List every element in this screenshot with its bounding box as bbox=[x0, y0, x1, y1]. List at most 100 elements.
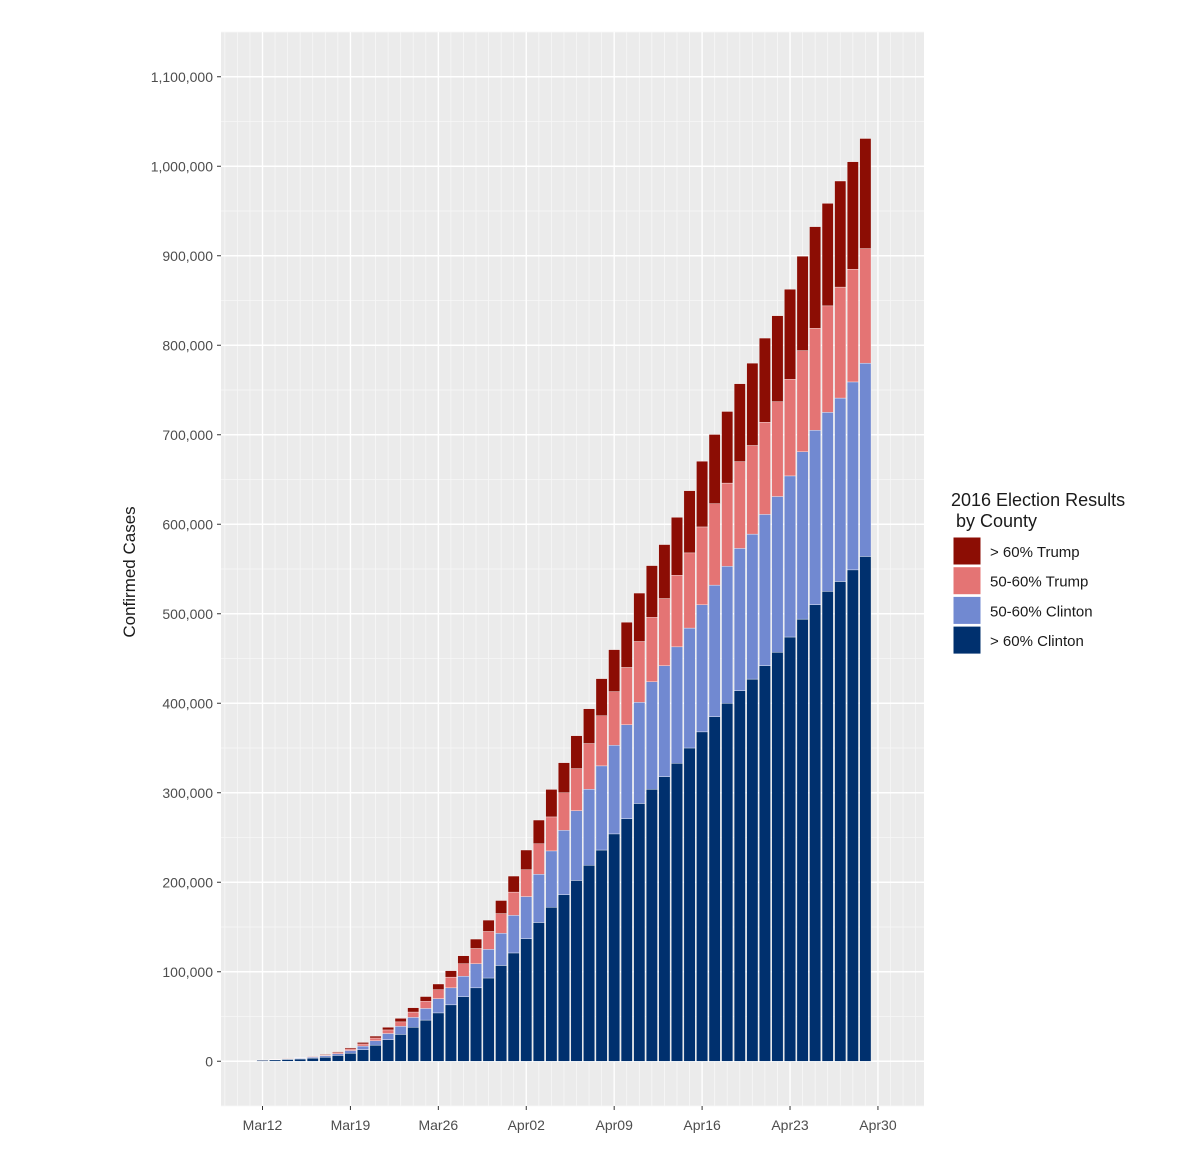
bar-segment bbox=[546, 789, 557, 816]
legend-key bbox=[953, 567, 981, 595]
bar-segment bbox=[659, 545, 670, 599]
bar-segment bbox=[797, 256, 808, 350]
bar-segment bbox=[470, 939, 481, 948]
bar-segment bbox=[847, 382, 858, 570]
y-tick-label: 300,000 bbox=[162, 785, 213, 801]
y-tick-label: 400,000 bbox=[162, 695, 213, 711]
bar-segment bbox=[408, 1008, 419, 1012]
bar-segment bbox=[558, 793, 569, 831]
bar-segment bbox=[659, 599, 670, 666]
legend-label: > 60% Trump bbox=[990, 544, 1080, 561]
bar-segment bbox=[709, 585, 720, 717]
y-tick-label: 500,000 bbox=[162, 606, 213, 622]
bar-segment bbox=[772, 316, 783, 402]
bar-segment bbox=[408, 1027, 419, 1061]
bar-segment bbox=[847, 162, 858, 269]
bar-segment bbox=[357, 1042, 368, 1044]
bar-segment bbox=[797, 619, 808, 1061]
bar-segment bbox=[596, 766, 607, 850]
bar-segment bbox=[634, 803, 645, 1061]
bar-segment bbox=[772, 652, 783, 1061]
bar-segment bbox=[734, 691, 745, 1062]
bar-segment bbox=[521, 870, 532, 897]
bar-segment bbox=[621, 622, 632, 667]
bar-segment bbox=[646, 682, 657, 789]
bar-segment bbox=[596, 850, 607, 1061]
legend-label: > 60% Clinton bbox=[990, 633, 1084, 650]
bar-segment bbox=[809, 227, 820, 329]
bar-segment bbox=[458, 956, 469, 964]
bar-segment bbox=[583, 744, 594, 790]
bar-segment bbox=[747, 445, 758, 534]
bar-segment bbox=[269, 1060, 280, 1061]
bar-segment bbox=[295, 1059, 306, 1061]
bar-segment bbox=[696, 732, 707, 1061]
bar-segment bbox=[797, 452, 808, 619]
bar-segment bbox=[395, 1022, 406, 1026]
bar-segment bbox=[458, 976, 469, 997]
x-tick-label: Mar12 bbox=[243, 1117, 283, 1133]
bar-segment bbox=[508, 915, 519, 953]
legend-title: by County bbox=[951, 511, 1037, 531]
legend-label: 50-60% Clinton bbox=[990, 603, 1093, 620]
bar-segment bbox=[420, 1008, 431, 1020]
bar-segment bbox=[307, 1058, 318, 1061]
bar-segment bbox=[835, 398, 846, 581]
bar-segment bbox=[508, 953, 519, 1061]
bar-segment bbox=[684, 748, 695, 1061]
bar-segment bbox=[433, 999, 444, 1013]
y-tick-label: 1,000,000 bbox=[151, 158, 213, 174]
y-tick-label: 100,000 bbox=[162, 964, 213, 980]
bar-segment bbox=[357, 1044, 368, 1046]
bar-segment bbox=[747, 363, 758, 445]
bar-segment bbox=[282, 1059, 293, 1061]
bar-segment bbox=[747, 679, 758, 1061]
x-tick-label: Apr02 bbox=[508, 1117, 546, 1133]
bar-segment bbox=[621, 667, 632, 724]
bar-segment bbox=[822, 591, 833, 1061]
bar-segment bbox=[822, 412, 833, 591]
bar-segment bbox=[684, 491, 695, 553]
bar-segment bbox=[772, 497, 783, 653]
bar-segment bbox=[709, 504, 720, 585]
bar-segment bbox=[634, 642, 645, 703]
bar-segment bbox=[370, 1045, 381, 1061]
bar-segment bbox=[483, 920, 494, 931]
bar-segment bbox=[696, 527, 707, 605]
legend-key bbox=[953, 596, 981, 624]
bar-segment bbox=[395, 1026, 406, 1034]
bar-segment bbox=[784, 379, 795, 476]
bar-segment bbox=[521, 897, 532, 939]
bar-segment bbox=[458, 964, 469, 977]
bar-segment bbox=[609, 745, 620, 834]
bar-segment bbox=[558, 763, 569, 793]
y-tick-label: 600,000 bbox=[162, 516, 213, 532]
bar-segment bbox=[684, 553, 695, 628]
bar-segment bbox=[634, 593, 645, 641]
bar-segment bbox=[747, 534, 758, 679]
bar-segment bbox=[759, 514, 770, 665]
bar-segment bbox=[860, 363, 871, 556]
bar-segment bbox=[571, 880, 582, 1061]
bar-segment bbox=[345, 1048, 356, 1049]
bar-segment bbox=[470, 988, 481, 1061]
bar-segment bbox=[634, 702, 645, 803]
legend-key bbox=[953, 537, 981, 565]
bar-segment bbox=[722, 411, 733, 483]
x-tick-label: Apr23 bbox=[771, 1117, 809, 1133]
bar-segment bbox=[835, 287, 846, 398]
y-tick-label: 700,000 bbox=[162, 427, 213, 443]
bar-segment bbox=[809, 430, 820, 605]
bar-segment bbox=[370, 1041, 381, 1045]
bar-segment bbox=[445, 1005, 456, 1061]
bar-segment bbox=[332, 1052, 343, 1053]
legend-title: 2016 Election Results bbox=[951, 490, 1125, 510]
bar-segment bbox=[345, 1049, 356, 1051]
bar-segment bbox=[847, 269, 858, 382]
bar-segment bbox=[533, 923, 544, 1062]
bar-segment bbox=[470, 948, 481, 963]
bar-segment bbox=[332, 1054, 343, 1056]
bar-segment bbox=[860, 556, 871, 1061]
